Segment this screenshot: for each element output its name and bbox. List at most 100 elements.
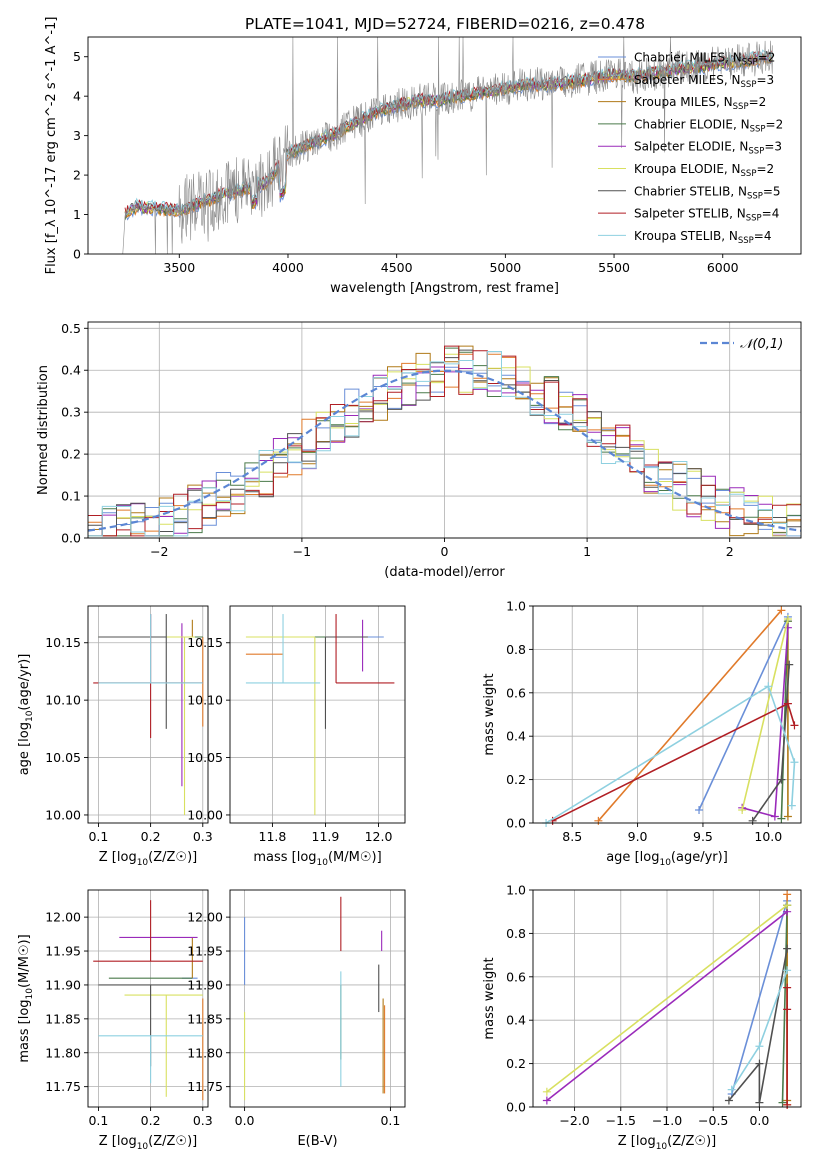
x-tick-label: 0.1	[88, 1113, 108, 1128]
axis-label: mass [log10(M/M☉)]	[17, 934, 35, 1062]
y-tick-label: 12.00	[45, 910, 81, 925]
histogram-series	[88, 351, 801, 537]
plus-marker	[783, 812, 792, 821]
y-tick-label: 11.75	[45, 1079, 81, 1094]
x-tick-label: 0.0	[749, 1113, 769, 1128]
legend-entry-text: Chabrier STELIB, N	[634, 184, 747, 198]
y-tick-label: 11.95	[187, 944, 223, 959]
weight-series	[728, 948, 788, 1103]
plus-marker	[748, 816, 757, 825]
y-tick-label: 11.90	[187, 977, 223, 992]
axes-frame	[87, 605, 209, 824]
y-tick-label: 0.0	[506, 816, 526, 831]
axis-label: Z [log10(Z/Z☉)]	[618, 1134, 716, 1152]
legend-entry-text: Kroupa ELODIE, N	[634, 162, 741, 176]
weight-series	[698, 616, 789, 811]
legend-entry-text: =2	[756, 162, 774, 176]
x-tick-label: 1	[583, 544, 591, 559]
legend-entry-subscript: SSP	[746, 214, 762, 224]
plus-marker	[783, 699, 792, 708]
legend-entry: Kroupa STELIB, NSSP=4	[634, 229, 772, 246]
y-tick-label: 3	[73, 128, 81, 143]
legend-entry-text: Salpeter ELODIE, N	[634, 140, 748, 154]
legend-entry-text: =3	[756, 73, 774, 87]
axis-label-part: age [log	[17, 722, 32, 775]
plots-layer: 3500 4000 4500 5000 5500 6000 0 1 2 3 4 5 wavelength…	[17, 17, 802, 1152]
plus-marker	[542, 1096, 551, 1105]
axes-massweight-vs-age: 8.5 9.0 9.5 10.0 0.0 0.2 0.4 0.6 0.8 1.0 age [log1…	[482, 599, 802, 868]
axis-label: Z [log10(Z/Z☉)]	[99, 1134, 197, 1152]
axes-mass-vs-Z: 0.1 0.2 0.3 11.75 11.80 11.85 11.90 11.95 12.00 Z…	[17, 889, 213, 1152]
y-tick-label: 4	[73, 89, 81, 104]
plus-marker	[783, 890, 792, 899]
axis-label-part: Z [log	[99, 850, 137, 865]
x-tick-label: −2.0	[559, 1113, 589, 1128]
plus-marker	[777, 606, 786, 615]
y-tick-label: 11.85	[45, 1011, 81, 1026]
legend-entry-subscript: SSP	[747, 191, 763, 201]
legend-entry-text: Chabrier MILES, N	[634, 51, 742, 65]
legend-entry-text: =2	[758, 51, 776, 65]
y-axis-label: mass weight	[482, 957, 497, 1039]
plus-marker	[783, 966, 792, 975]
legend-entry-text: =4	[762, 207, 780, 221]
plus-marker	[785, 660, 794, 669]
y-tick-label: 10.00	[45, 807, 81, 822]
x-tick-label: 5000	[489, 260, 521, 275]
x-axis-label: (data-model)/error	[384, 565, 505, 580]
x-tick-label: 0.0	[235, 1113, 255, 1128]
legend-entry: 𝒩(0,1)	[740, 337, 783, 352]
legend-entry: Kroupa MILES, NSSP=2	[634, 95, 766, 112]
legend-entry: Kroupa ELODIE, NSSP=2	[634, 162, 774, 179]
plus-marker	[770, 812, 779, 821]
y-tick-label: 0.6	[506, 685, 526, 700]
weight-series	[545, 685, 796, 824]
legend-entry-text: =2	[749, 95, 767, 109]
weight-series	[552, 702, 796, 822]
plus-marker	[790, 721, 799, 730]
axis-label-subscript: 10	[137, 858, 149, 868]
x-tick-label: 4000	[272, 260, 304, 275]
normal-curve	[87, 369, 802, 532]
plus-marker	[738, 805, 747, 814]
axes-frame	[532, 605, 802, 824]
y-tick-label: 1.0	[506, 883, 526, 898]
legend-entry-text: Kroupa STELIB, N	[634, 229, 738, 243]
x-tick-label: 11.8	[259, 829, 287, 844]
y-tick-label: 0.8	[506, 926, 526, 941]
y-tick-label: 10.15	[45, 635, 81, 650]
x-tick-label: 9.5	[693, 829, 713, 844]
y-tick-label: 0.5	[61, 321, 81, 336]
axes-spectrum: 3500 4000 4500 5000 5500 6000 0 1 2 3 4 5 wavelength…	[44, 17, 802, 296]
legend-entry-text: Chabrier ELODIE, N	[634, 117, 750, 131]
legend-entry-text: =4	[754, 229, 772, 243]
plus-marker	[542, 1087, 551, 1096]
y-tick-label: 0	[73, 247, 81, 262]
x-tick-label: 0.1	[380, 1113, 400, 1128]
y-tick-label: 0.2	[506, 1056, 526, 1071]
y-tick-label: 0.2	[61, 447, 81, 462]
legend-entry: Salpeter MILES, NSSP=3	[634, 73, 774, 90]
legend-entry: Salpeter STELIB, NSSP=4	[634, 207, 779, 224]
plus-marker	[724, 1096, 733, 1105]
weight-series	[781, 905, 788, 1103]
x-tick-label: 8.5	[562, 829, 582, 844]
axis-label-part: (Z/Z☉)]	[667, 1134, 716, 1149]
y-tick-label: 0.6	[506, 969, 526, 984]
weight-series	[546, 904, 788, 1093]
axis-label-subscript: 10	[137, 1142, 149, 1152]
y-tick-label: 10.05	[187, 750, 223, 765]
y-tick-label: 0.4	[61, 363, 81, 378]
axis-label-part: (Z/Z☉)]	[148, 850, 197, 865]
plus-marker	[594, 816, 603, 825]
axis-label-part: mass [log	[253, 850, 316, 865]
legend-entry-subscript: SSP	[733, 102, 749, 112]
axis-label-part: age [log	[606, 850, 659, 865]
axis-label-part: (M/M☉)]	[328, 850, 382, 865]
y-tick-label: 0.2	[506, 772, 526, 787]
weight-series	[546, 911, 788, 1102]
x-tick-label: 0.2	[141, 829, 161, 844]
axes-mass-vs-EBV: 0.0 0.1 11.75 11.80 11.85 11.90 11.95 12.00 E(B-…	[187, 889, 406, 1149]
plus-marker	[783, 983, 792, 992]
